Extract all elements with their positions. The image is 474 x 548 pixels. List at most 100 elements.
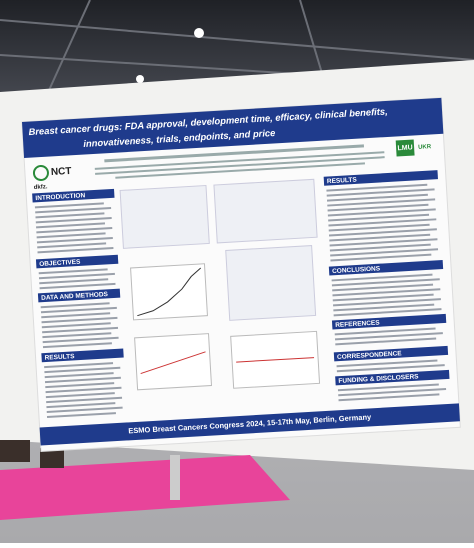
section-header: CORRESPONDENCE [337, 350, 403, 361]
body-text-line [41, 316, 118, 324]
body-text-line [45, 386, 122, 394]
section-header: OBJECTIVES [39, 259, 81, 268]
body-text-line [330, 253, 432, 262]
section-header: REFERENCES [335, 319, 380, 329]
logo-mark [32, 164, 49, 181]
body-text-line [46, 396, 123, 404]
body-text-line [326, 188, 435, 197]
section-header-bar [323, 170, 438, 186]
body-text-line [39, 278, 109, 285]
section-header-bar [335, 369, 450, 386]
ceiling-light [194, 28, 204, 38]
body-text-line [332, 293, 434, 302]
section-header: RESULTS [327, 177, 358, 186]
body-text-line [42, 336, 119, 344]
logo-box [395, 139, 415, 157]
body-text-line [34, 202, 104, 209]
visitor-foot [40, 448, 64, 468]
body-text-line [46, 412, 116, 419]
section-header: RESULTS [44, 353, 75, 362]
body-text-line [328, 213, 430, 222]
body-text-line [336, 359, 438, 368]
body-text-line [328, 218, 437, 227]
body-text-line [36, 236, 113, 244]
body-text-line [332, 288, 441, 297]
section-header: DATA AND METHODS [41, 291, 109, 302]
body-text-line [41, 322, 111, 329]
figures [119, 178, 321, 391]
body-text-line [334, 327, 436, 336]
body-text-line [336, 364, 445, 373]
body-text-line [331, 278, 440, 287]
visitor-foot [0, 440, 30, 462]
body-text-line [44, 376, 121, 384]
body-text-line [333, 308, 442, 317]
body-text-line [328, 228, 437, 237]
body-text-line [36, 222, 106, 229]
section-header-bar [32, 188, 115, 203]
logo-left-sub: dkfz. [34, 184, 48, 191]
body-text-line [327, 208, 436, 217]
body-text-line [46, 402, 116, 409]
body-text-line [42, 332, 112, 339]
footer-bar [39, 403, 460, 446]
body-text-line [44, 362, 114, 369]
section-header-bar [328, 260, 444, 276]
author-lines [94, 144, 385, 179]
body-text-line [40, 302, 110, 309]
section-header: INTRODUCTION [35, 192, 85, 202]
body-text-line [333, 303, 435, 312]
section-header-bar [333, 345, 449, 362]
logo-right-sub: UKR [418, 144, 432, 151]
body-text-line [329, 243, 431, 252]
body-text-line [44, 372, 114, 379]
section-header-bar [35, 254, 119, 269]
section-header: FUNDING & DISCLOSERS [338, 373, 419, 385]
body-text-line [36, 232, 106, 239]
body-text-line [328, 223, 430, 232]
body-text-line [35, 216, 112, 224]
body-text-line [335, 337, 437, 346]
body-text-line [38, 268, 108, 275]
body-text-line [332, 283, 434, 292]
board-leg [170, 455, 180, 500]
section-header-bar [331, 313, 447, 330]
body-text-line [331, 273, 433, 282]
section-header: CONCLUSIONS [332, 265, 381, 275]
ceiling-light [136, 75, 144, 83]
body-text-line [37, 246, 114, 254]
logo-right: LMU [397, 144, 413, 152]
body-text-line [338, 393, 440, 402]
body-text-line [35, 212, 105, 219]
body-text-line [40, 306, 117, 314]
body-text-line [45, 392, 115, 399]
body-text-line [329, 238, 438, 247]
body-text-line [46, 406, 123, 414]
body-text-line [35, 207, 112, 214]
poster: Breast cancer drugs: FDA approval, devel… [21, 97, 461, 452]
body-text-line [333, 298, 441, 307]
body-text-line [337, 383, 439, 392]
section-header-bar [37, 288, 121, 303]
pink-floor [0, 455, 290, 520]
body-text-line [327, 203, 429, 212]
body-text-line [334, 332, 443, 341]
body-text-line [338, 388, 447, 397]
section-header-bar [41, 348, 124, 363]
body-text-line [36, 226, 113, 234]
body-text-line [41, 312, 111, 319]
body-text-line [37, 242, 107, 249]
body-text-line [42, 342, 112, 349]
body-text-line [38, 272, 115, 280]
logo-left: NCT [51, 166, 72, 178]
body-text-line [326, 183, 428, 192]
body-text-line [327, 198, 436, 207]
body-text-line [39, 282, 116, 290]
body-text-line [42, 326, 119, 334]
title-bar [22, 97, 444, 158]
body-text-line [329, 233, 431, 242]
body-text-line [326, 193, 428, 202]
body-text-line [44, 366, 121, 374]
body-text-line [330, 248, 439, 257]
